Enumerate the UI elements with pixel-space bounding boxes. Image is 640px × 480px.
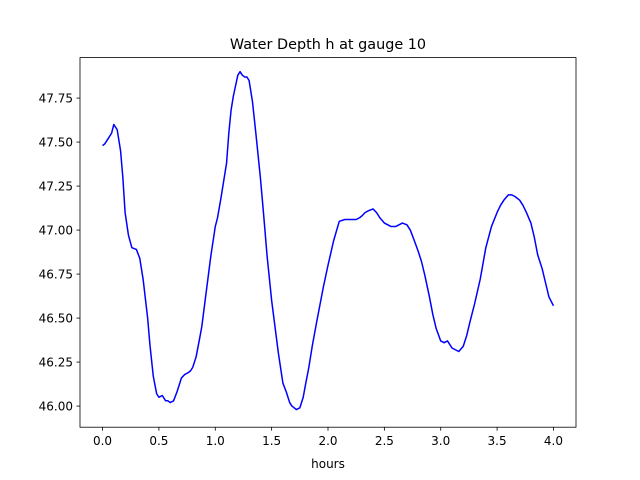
x-tick-label: 3.0 bbox=[431, 434, 450, 448]
plot-area bbox=[80, 57, 576, 428]
x-tick-label: 2.5 bbox=[375, 434, 394, 448]
x-axis-label: hours bbox=[311, 457, 345, 471]
series-layer bbox=[102, 70, 555, 411]
y-tick-label: 46.75 bbox=[39, 267, 73, 281]
x-tick-label: 0.5 bbox=[149, 434, 168, 448]
y-tick-label: 47.00 bbox=[39, 223, 73, 237]
series-line-0 bbox=[102, 70, 555, 411]
x-tick-label: 3.5 bbox=[488, 434, 507, 448]
y-tick-label: 46.00 bbox=[39, 399, 73, 413]
y-tick-label: 46.25 bbox=[39, 355, 73, 369]
y-tick-label: 46.50 bbox=[39, 311, 73, 325]
x-tick-label: 0.0 bbox=[93, 434, 112, 448]
y-tick-label: 47.25 bbox=[39, 179, 73, 193]
y-tick-label: 47.75 bbox=[39, 91, 73, 105]
x-tick-label: 2.0 bbox=[318, 434, 337, 448]
y-axis: 46.00 46.25 46.50 46.75 47.00 47.25 47.50 47.75 bbox=[39, 91, 80, 413]
x-tick-label: 4.0 bbox=[544, 434, 563, 448]
x-axis: 0.0 0.5 1.0 1.5 2.0 2.5 3.0 3.5 4.0 bbox=[93, 427, 563, 448]
chart-title: Water Depth h at gauge 10 bbox=[230, 37, 426, 53]
x-tick-label: 1.5 bbox=[262, 434, 281, 448]
x-tick-label: 1.0 bbox=[206, 434, 225, 448]
y-tick-label: 47.50 bbox=[39, 135, 73, 149]
